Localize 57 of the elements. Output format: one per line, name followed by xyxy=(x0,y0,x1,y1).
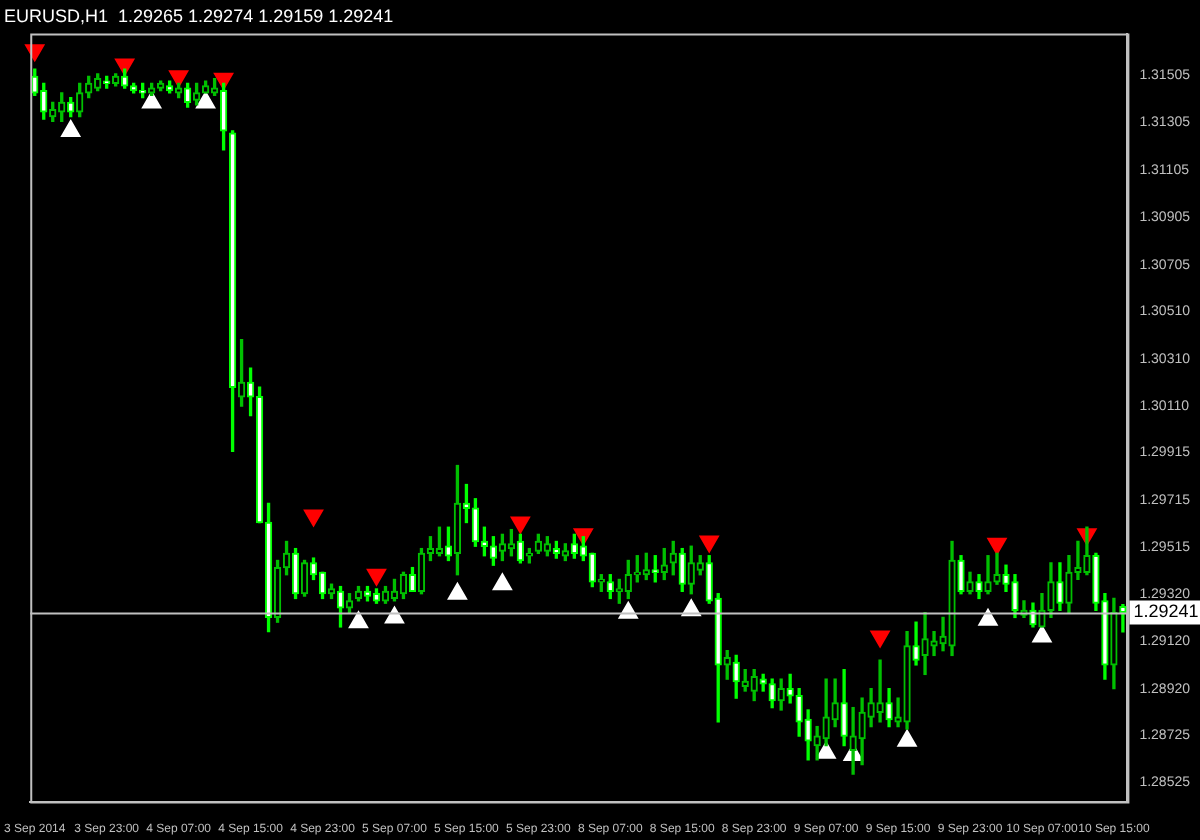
candlestick xyxy=(192,82,201,106)
candlestick xyxy=(966,571,974,595)
candlestick xyxy=(930,631,938,657)
candlestick xyxy=(570,533,578,559)
candlestick xyxy=(624,559,632,600)
candlestick xyxy=(1083,526,1091,576)
candlestick xyxy=(669,540,677,576)
candlestick xyxy=(58,92,66,123)
candlestick xyxy=(957,555,965,595)
candlestick xyxy=(606,574,614,600)
candlestick xyxy=(1065,555,1073,614)
candlestick xyxy=(885,687,893,728)
candlestick xyxy=(417,547,426,595)
candlestick xyxy=(921,612,929,676)
candlestick xyxy=(543,536,552,557)
candlestick xyxy=(453,464,462,576)
candlestick xyxy=(336,585,345,628)
candlestick xyxy=(876,659,884,723)
candlestick xyxy=(1047,562,1055,619)
candlestick xyxy=(1110,597,1118,690)
candlestick xyxy=(858,697,866,766)
candlestick xyxy=(687,545,695,595)
candlestick xyxy=(498,533,507,562)
candlestick xyxy=(840,668,848,747)
candlestick xyxy=(345,593,354,614)
candlestick xyxy=(750,668,758,702)
candlestick xyxy=(975,574,983,600)
candlestick xyxy=(696,555,704,576)
candlestick xyxy=(40,82,48,120)
candlestick xyxy=(813,725,821,761)
ref-line-label: 1.29241 xyxy=(1133,601,1199,622)
candlestick xyxy=(903,631,911,730)
candlestick xyxy=(768,678,776,709)
candlestick xyxy=(76,82,84,118)
candlestick xyxy=(408,566,417,592)
candlestick xyxy=(849,706,857,775)
candlestick xyxy=(759,673,767,692)
candlestick xyxy=(94,73,102,92)
candlestick xyxy=(948,540,956,657)
candlestick xyxy=(723,650,731,680)
candlestick xyxy=(822,678,830,747)
candlestick xyxy=(228,130,237,452)
candlestick xyxy=(201,80,210,94)
candlestick xyxy=(85,75,93,99)
candlestick xyxy=(777,678,785,711)
chart-title: EURUSD,H1 1.29265 1.29274 1.29159 1.29241 xyxy=(4,5,394,26)
candlestick xyxy=(912,621,920,666)
candlestick xyxy=(615,578,623,604)
candlestick xyxy=(795,687,803,737)
candlestick xyxy=(651,555,659,583)
candlestick xyxy=(993,552,1001,585)
candlestick xyxy=(1056,562,1064,611)
candlestick xyxy=(1011,574,1019,619)
candlestick xyxy=(219,82,228,151)
candlestick xyxy=(984,555,992,595)
candlestick xyxy=(534,533,543,555)
candlestick xyxy=(489,536,498,566)
